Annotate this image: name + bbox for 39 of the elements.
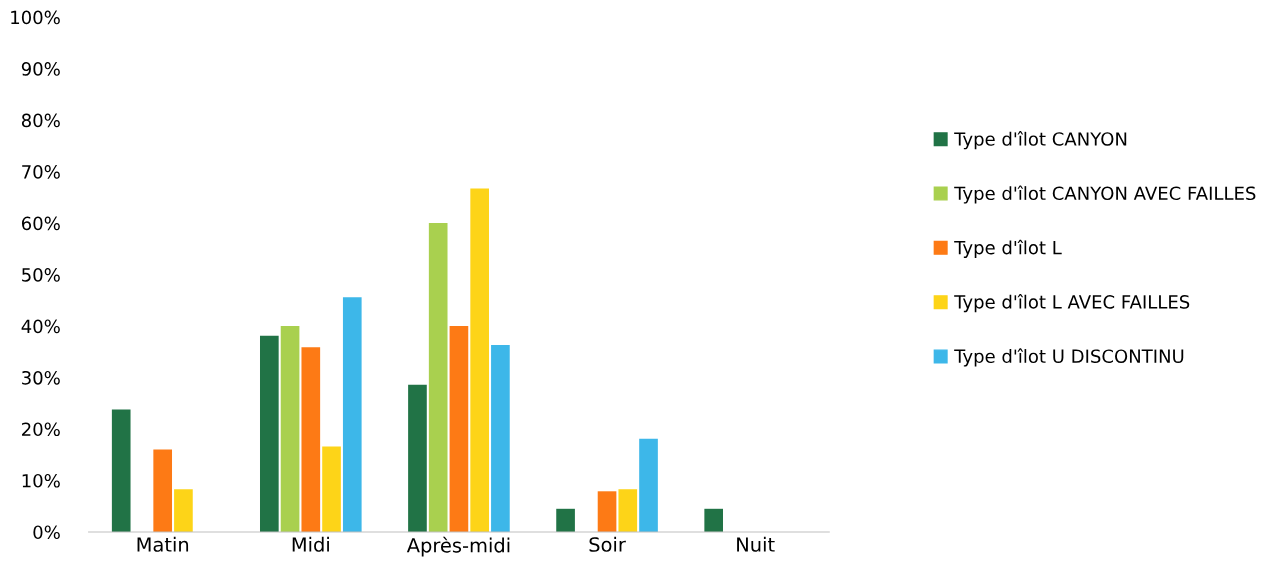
bar xyxy=(111,409,131,532)
y-tick-label: 30% xyxy=(22,370,60,385)
bar xyxy=(260,335,279,532)
y-tick-label: 0% xyxy=(33,525,60,540)
y-tick-label: 80% xyxy=(21,113,60,128)
bar xyxy=(704,508,724,532)
bar xyxy=(301,347,321,532)
bar xyxy=(449,326,469,532)
x-tick-label: Soir xyxy=(589,536,626,552)
y-tick-label: 10% xyxy=(22,473,60,488)
legend-label: Type d'îlot U DISCONTINU xyxy=(954,348,1184,367)
bar xyxy=(428,223,448,532)
x-tick-label: Midi xyxy=(292,536,329,552)
legend-label: Type d'îlot L xyxy=(954,239,1062,258)
legend-label: Type d'îlot L AVEC FAILLES xyxy=(954,294,1190,313)
bar xyxy=(153,449,173,532)
x-tick-label: Après-midi xyxy=(406,536,510,557)
y-tick-label: 40% xyxy=(21,319,60,334)
legend-label: Type d'îlot CANYON xyxy=(954,131,1127,150)
bar xyxy=(597,491,617,532)
y-tick-label: 20% xyxy=(22,422,60,437)
bar xyxy=(618,489,638,532)
bar xyxy=(342,297,362,532)
bar xyxy=(491,345,510,532)
bar xyxy=(322,446,341,532)
y-tick-label: 50% xyxy=(22,268,60,282)
bar xyxy=(408,384,427,532)
y-tick-label: 90% xyxy=(21,62,60,76)
y-tick-label: 70% xyxy=(22,165,60,179)
bar xyxy=(280,326,300,532)
x-tick-label: Matin xyxy=(137,536,189,552)
legend-label: Type d'îlot CANYON AVEC FAILLES xyxy=(954,185,1256,204)
y-tick-label: 100% xyxy=(11,10,60,25)
y-tick-label: 60% xyxy=(21,216,60,231)
bar xyxy=(639,438,658,532)
x-tick-label: Nuit xyxy=(737,536,775,552)
bar xyxy=(470,188,489,532)
bar xyxy=(556,508,575,532)
bar xyxy=(174,489,193,532)
